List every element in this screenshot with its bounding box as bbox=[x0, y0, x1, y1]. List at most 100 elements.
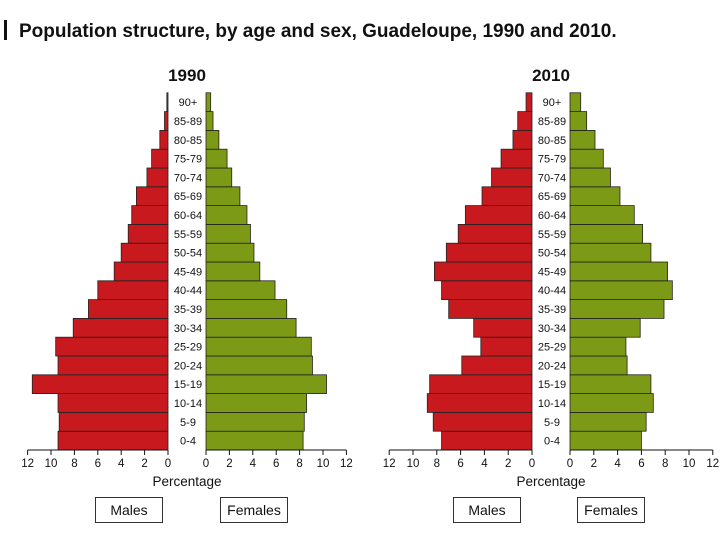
age-label: 50-54 bbox=[538, 248, 566, 260]
age-label: 20-24 bbox=[174, 360, 202, 372]
bar-male-60-64 bbox=[131, 205, 169, 225]
x-tick-label: 2 bbox=[591, 458, 597, 470]
bar-male-25-29 bbox=[55, 336, 169, 357]
bar-female-35-39 bbox=[205, 299, 288, 319]
x-tick-label: 8 bbox=[296, 458, 302, 470]
bar-female-20-24 bbox=[569, 355, 628, 376]
bar-male-5-9 bbox=[432, 411, 533, 432]
bar-male-45-49 bbox=[434, 261, 533, 282]
x-tick-label: 4 bbox=[250, 458, 257, 470]
bar-female-90+ bbox=[569, 92, 582, 113]
bar-female-15-19 bbox=[569, 374, 652, 394]
age-label: 25-29 bbox=[174, 342, 202, 354]
bar-female-35-39 bbox=[569, 299, 665, 319]
bar-male-50-54 bbox=[445, 242, 533, 263]
bar-female-65-69 bbox=[205, 186, 241, 207]
age-label: 30-34 bbox=[538, 323, 566, 335]
bar-male-0-4 bbox=[57, 430, 169, 451]
bar-female-0-4 bbox=[569, 430, 642, 451]
bar-female-80-85 bbox=[569, 129, 596, 150]
bar-female-25-29 bbox=[205, 336, 312, 357]
age-label: 10-14 bbox=[174, 398, 202, 410]
bar-female-55-59 bbox=[205, 223, 251, 244]
bar-female-60-64 bbox=[569, 205, 635, 225]
bar-female-80-85 bbox=[205, 129, 220, 150]
bar-female-10-14 bbox=[205, 393, 308, 413]
bar-male-80-85 bbox=[159, 129, 169, 150]
x-tick-label: 10 bbox=[317, 458, 330, 470]
page-title-text: Population structure, by age and sex, Gu… bbox=[19, 21, 617, 42]
legend-males-label: Males bbox=[110, 502, 148, 518]
bar-female-15-19 bbox=[205, 374, 327, 394]
bar-male-30-34 bbox=[72, 317, 169, 338]
bar-male-85-89 bbox=[164, 111, 169, 131]
bar-male-40-44 bbox=[97, 280, 169, 300]
x-tick-label: 6 bbox=[95, 458, 101, 470]
title-bullet bbox=[4, 20, 7, 40]
bar-female-85-89 bbox=[205, 111, 214, 131]
x-tick-label: 0 bbox=[165, 458, 171, 470]
age-label: 50-54 bbox=[174, 248, 202, 260]
legend-males-2010: Males bbox=[453, 497, 521, 523]
bar-female-45-49 bbox=[569, 261, 668, 282]
bar-male-35-39 bbox=[448, 299, 533, 319]
bar-male-35-39 bbox=[88, 299, 169, 319]
bar-female-50-54 bbox=[569, 242, 652, 263]
x-tick-label: 4 bbox=[481, 458, 488, 470]
bar-female-5-9 bbox=[569, 411, 647, 432]
bar-male-65-69 bbox=[481, 186, 533, 207]
age-label: 5-9 bbox=[544, 417, 560, 429]
bar-male-20-24 bbox=[57, 355, 169, 376]
x-tick-label: 12 bbox=[340, 458, 353, 470]
age-label: 80-85 bbox=[174, 135, 202, 147]
age-label: 30-34 bbox=[174, 323, 202, 335]
x-tick-label: 6 bbox=[457, 458, 463, 470]
bar-male-70-74 bbox=[146, 167, 169, 188]
age-label: 45-49 bbox=[174, 266, 202, 278]
x-tick-label: 6 bbox=[638, 458, 644, 470]
bar-female-75-79 bbox=[205, 148, 228, 169]
age-label: 20-24 bbox=[538, 360, 566, 372]
age-label: 70-74 bbox=[538, 172, 566, 184]
age-label: 55-59 bbox=[174, 229, 202, 241]
bar-male-15-19 bbox=[429, 374, 533, 394]
age-label: 65-69 bbox=[538, 191, 566, 203]
age-label: 40-44 bbox=[538, 285, 566, 297]
bar-male-0-4 bbox=[441, 430, 533, 451]
x-axis-label: Percentage bbox=[152, 474, 221, 489]
bar-male-75-79 bbox=[500, 148, 533, 169]
legend-females-1990: Females bbox=[220, 497, 288, 523]
x-tick-label: 4 bbox=[118, 458, 125, 470]
x-tick-label: 12 bbox=[21, 458, 34, 470]
bar-female-45-49 bbox=[205, 261, 261, 282]
age-label: 5-9 bbox=[180, 417, 196, 429]
bar-female-0-4 bbox=[205, 430, 304, 451]
bar-male-70-74 bbox=[491, 167, 533, 188]
bar-female-90+ bbox=[205, 92, 212, 113]
x-tick-label: 2 bbox=[505, 458, 511, 470]
bar-male-55-59 bbox=[457, 223, 533, 244]
bar-female-20-24 bbox=[205, 355, 313, 376]
age-label: 65-69 bbox=[174, 191, 202, 203]
bar-male-40-44 bbox=[441, 280, 533, 300]
x-tick-label: 8 bbox=[71, 458, 77, 470]
bar-female-85-89 bbox=[569, 111, 588, 131]
age-label: 10-14 bbox=[538, 398, 566, 410]
bar-male-90+ bbox=[166, 92, 169, 113]
x-tick-label: 12 bbox=[706, 458, 719, 470]
bar-male-85-89 bbox=[517, 111, 533, 131]
bar-male-10-14 bbox=[57, 393, 169, 413]
bar-male-75-79 bbox=[151, 148, 169, 169]
age-label: 60-64 bbox=[538, 210, 566, 222]
bar-male-50-54 bbox=[120, 242, 169, 263]
age-label: 55-59 bbox=[538, 229, 566, 241]
x-tick-label: 8 bbox=[662, 458, 668, 470]
bar-female-65-69 bbox=[569, 186, 621, 207]
age-label: 15-19 bbox=[174, 379, 202, 391]
x-tick-label: 10 bbox=[45, 458, 58, 470]
age-label: 45-49 bbox=[538, 266, 566, 278]
age-label: 0-4 bbox=[544, 436, 560, 448]
bar-female-25-29 bbox=[569, 336, 627, 357]
x-tick-label: 0 bbox=[529, 458, 535, 470]
